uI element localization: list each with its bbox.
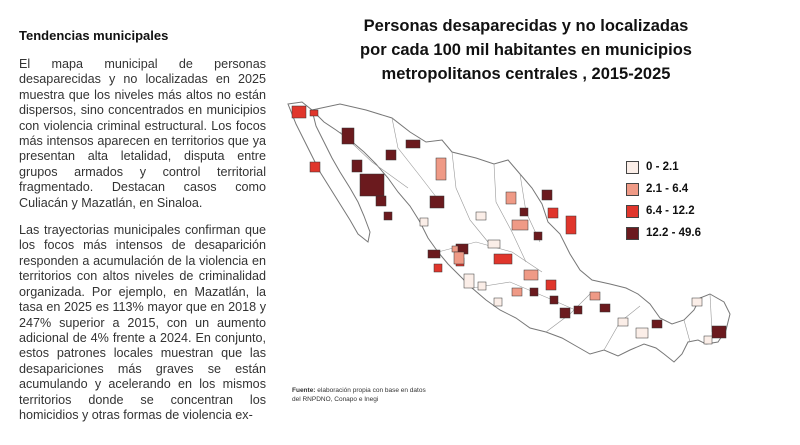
municipality-patch — [433, 263, 443, 273]
municipality-patch — [711, 325, 727, 339]
municipality-patch — [511, 287, 523, 297]
municipality-patch — [493, 253, 513, 265]
municipality-patch — [493, 297, 503, 307]
municipality-patch — [451, 245, 459, 253]
municipality-patch — [599, 303, 611, 313]
municipality-patch — [477, 281, 487, 291]
legend-label: 6.4 - 12.2 — [646, 205, 695, 217]
legend-item-2: 2.1 - 6.4 — [626, 178, 701, 200]
legend-item-1: 0 - 2.1 — [626, 156, 701, 178]
legend-swatch — [626, 160, 639, 174]
legend-swatch — [626, 204, 639, 218]
map-title: Personas desaparecidas y no localizadas … — [296, 14, 756, 86]
municipality-patch — [419, 217, 429, 227]
municipality-patch — [487, 239, 501, 249]
municipality-patch — [351, 159, 363, 173]
municipality-patch — [375, 195, 387, 207]
map-title-line-2: por cada 100 mil habitantes en municipio… — [360, 41, 692, 59]
article-column: Tendencias municipales El mapa municipal… — [19, 28, 266, 435]
municipality-patch — [359, 173, 385, 197]
municipality-patch — [511, 219, 529, 231]
legend-label: 2.1 - 6.4 — [646, 183, 689, 195]
municipality-patch — [541, 189, 553, 201]
municipality-patch — [453, 251, 465, 265]
map-title-line-3: metropolitanos centrales , 2015-2025 — [381, 65, 671, 83]
municipality-patch — [691, 297, 703, 307]
map-graphic — [287, 101, 731, 363]
legend-label: 12.2 - 49.6 — [646, 227, 701, 239]
map-title-line-1: Personas desaparecidas y no localizadas — [363, 17, 689, 35]
source-text: elaboración propia con base en datos del… — [292, 387, 426, 403]
municipality-patch — [533, 231, 543, 241]
municipality-patch — [341, 127, 355, 145]
municipality-patch — [383, 211, 393, 221]
municipality-patch — [519, 207, 529, 217]
municipality-patch — [291, 105, 307, 119]
article-paragraph-2: Las trayectorias municipales confirman q… — [19, 223, 266, 422]
municipality-patch — [309, 161, 321, 173]
legend-swatch — [626, 226, 639, 240]
legend-item-3: 6.4 - 12.2 — [626, 200, 701, 222]
map-source: Fuente: elaboración propia con base en d… — [292, 386, 432, 404]
municipality-patch — [429, 195, 445, 209]
municipality-patch — [545, 279, 557, 291]
municipality-patches — [291, 105, 727, 345]
municipality-patch — [651, 319, 663, 329]
article-paragraph-1: El mapa municipal de personas desapareci… — [19, 57, 266, 210]
section-heading: Tendencias municipales — [19, 28, 169, 43]
municipality-patch — [505, 191, 517, 205]
municipality-patch — [703, 335, 713, 345]
municipality-patch — [529, 287, 539, 297]
municipality-patch — [573, 305, 583, 315]
source-label: Fuente: — [292, 387, 316, 394]
legend-label: 0 - 2.1 — [646, 161, 679, 173]
baja-california — [287, 101, 371, 243]
municipality-patch — [435, 157, 447, 181]
municipality-patch — [309, 109, 319, 117]
municipality-patch — [549, 295, 559, 305]
municipality-patch — [475, 211, 487, 221]
legend-item-4: 12.2 - 49.6 — [626, 222, 701, 244]
municipality-patch — [617, 317, 629, 327]
municipality-patch — [523, 269, 539, 281]
mexico-choropleth-map — [280, 92, 750, 382]
municipality-patch — [559, 307, 571, 319]
municipality-patch — [385, 149, 397, 161]
municipality-patch — [463, 273, 475, 289]
municipality-patch — [405, 139, 421, 149]
municipality-patch — [565, 215, 577, 235]
legend-swatch — [626, 182, 639, 196]
map-legend: 0 - 2.1 2.1 - 6.4 6.4 - 12.2 12.2 - 49.6 — [626, 156, 701, 244]
municipality-patch — [427, 249, 441, 259]
municipality-patch — [589, 291, 601, 301]
municipality-patch — [547, 207, 559, 219]
municipality-patch — [635, 327, 649, 339]
